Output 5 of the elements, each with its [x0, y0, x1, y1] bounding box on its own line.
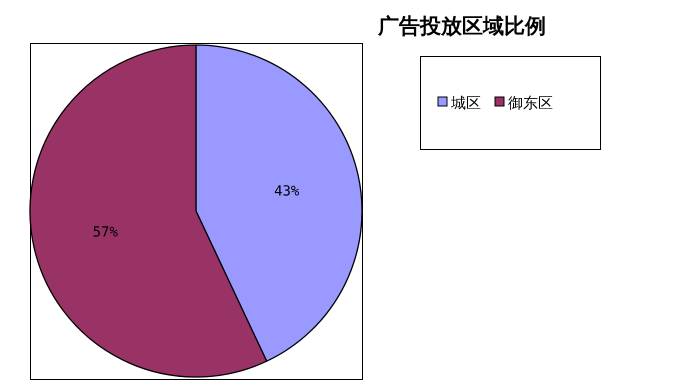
legend-label: 城区 — [450, 94, 481, 112]
data-label: 43% — [274, 184, 300, 200]
data-label: 57% — [92, 224, 118, 240]
chart-title: 广告投放区域比例 — [377, 13, 546, 38]
legend-label: 御东区 — [508, 94, 553, 112]
